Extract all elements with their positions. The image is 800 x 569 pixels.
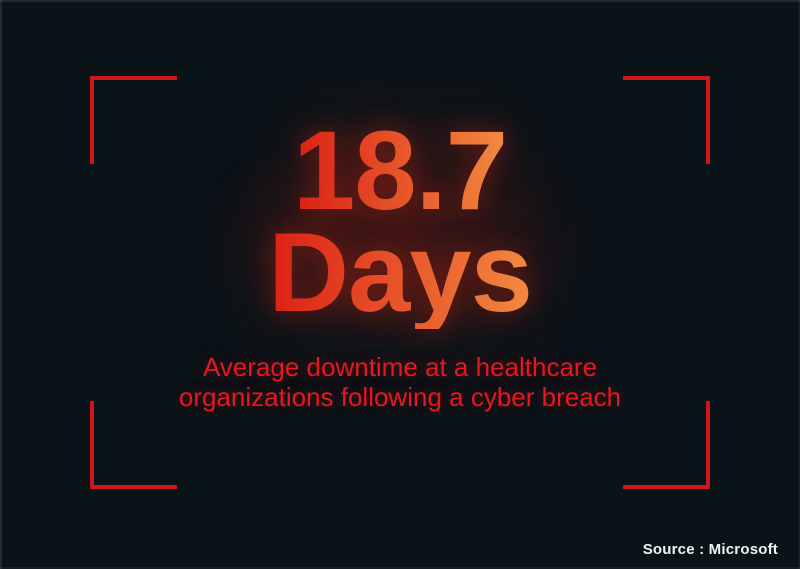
stat-value: 18.7: [0, 115, 800, 227]
corner-bracket-bottom-right-icon: [623, 401, 710, 489]
stat-value-text: 18.7: [293, 108, 508, 233]
source-attribution: Source : Microsoft: [642, 541, 778, 558]
stat-unit-text: Days: [268, 210, 533, 335]
stat-description-line-1: Average downtime at a healthcare: [202, 352, 598, 382]
corner-bracket-bottom-left-icon: [90, 401, 177, 489]
corner-bracket-top-left-icon: [90, 76, 177, 164]
stat-unit: Days: [0, 217, 800, 329]
stat-description-line-2: organizations following a cyber breach: [178, 382, 622, 412]
stat-description: Average downtime at a healthcare organiz…: [0, 352, 800, 412]
corner-bracket-top-right-icon: [623, 76, 710, 164]
